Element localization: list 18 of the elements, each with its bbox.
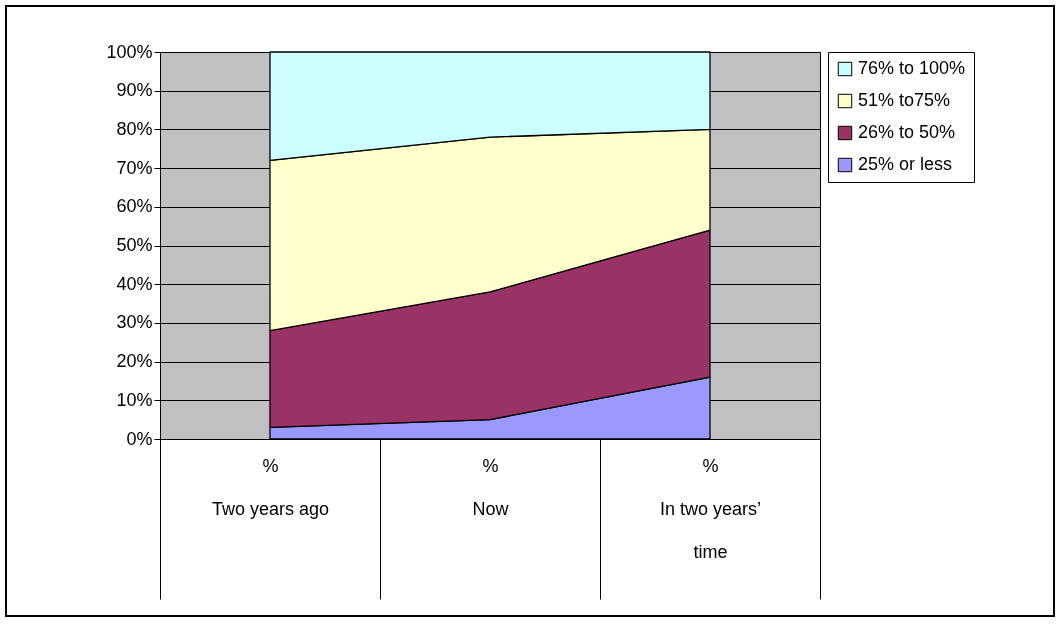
y-tick-label: 0%	[126, 428, 153, 449]
y-tick-label: 70%	[116, 157, 153, 178]
legend-label: 25% or less	[858, 154, 953, 174]
category-label: % Two years ago	[211, 455, 330, 519]
y-tick-label: 90%	[116, 80, 153, 101]
legend-label: 51% to75%	[858, 90, 951, 110]
y-tick-label: 80%	[116, 118, 153, 139]
y-tick-label: 60%	[116, 196, 153, 217]
y-tick-label: 50%	[116, 235, 153, 255]
y-tick-label: 100%	[106, 41, 153, 62]
category-label: % In two years’ time	[659, 455, 762, 562]
legend-label: 26% to 50%	[858, 122, 956, 142]
legend-label: 76% to 100%	[858, 58, 966, 78]
y-tick-label: 40%	[116, 273, 153, 294]
y-tick-label: 30%	[116, 312, 153, 333]
y-tick-label: 20%	[116, 351, 153, 372]
y-tick-label: 10%	[116, 389, 153, 410]
category-label: % Now	[472, 455, 509, 519]
